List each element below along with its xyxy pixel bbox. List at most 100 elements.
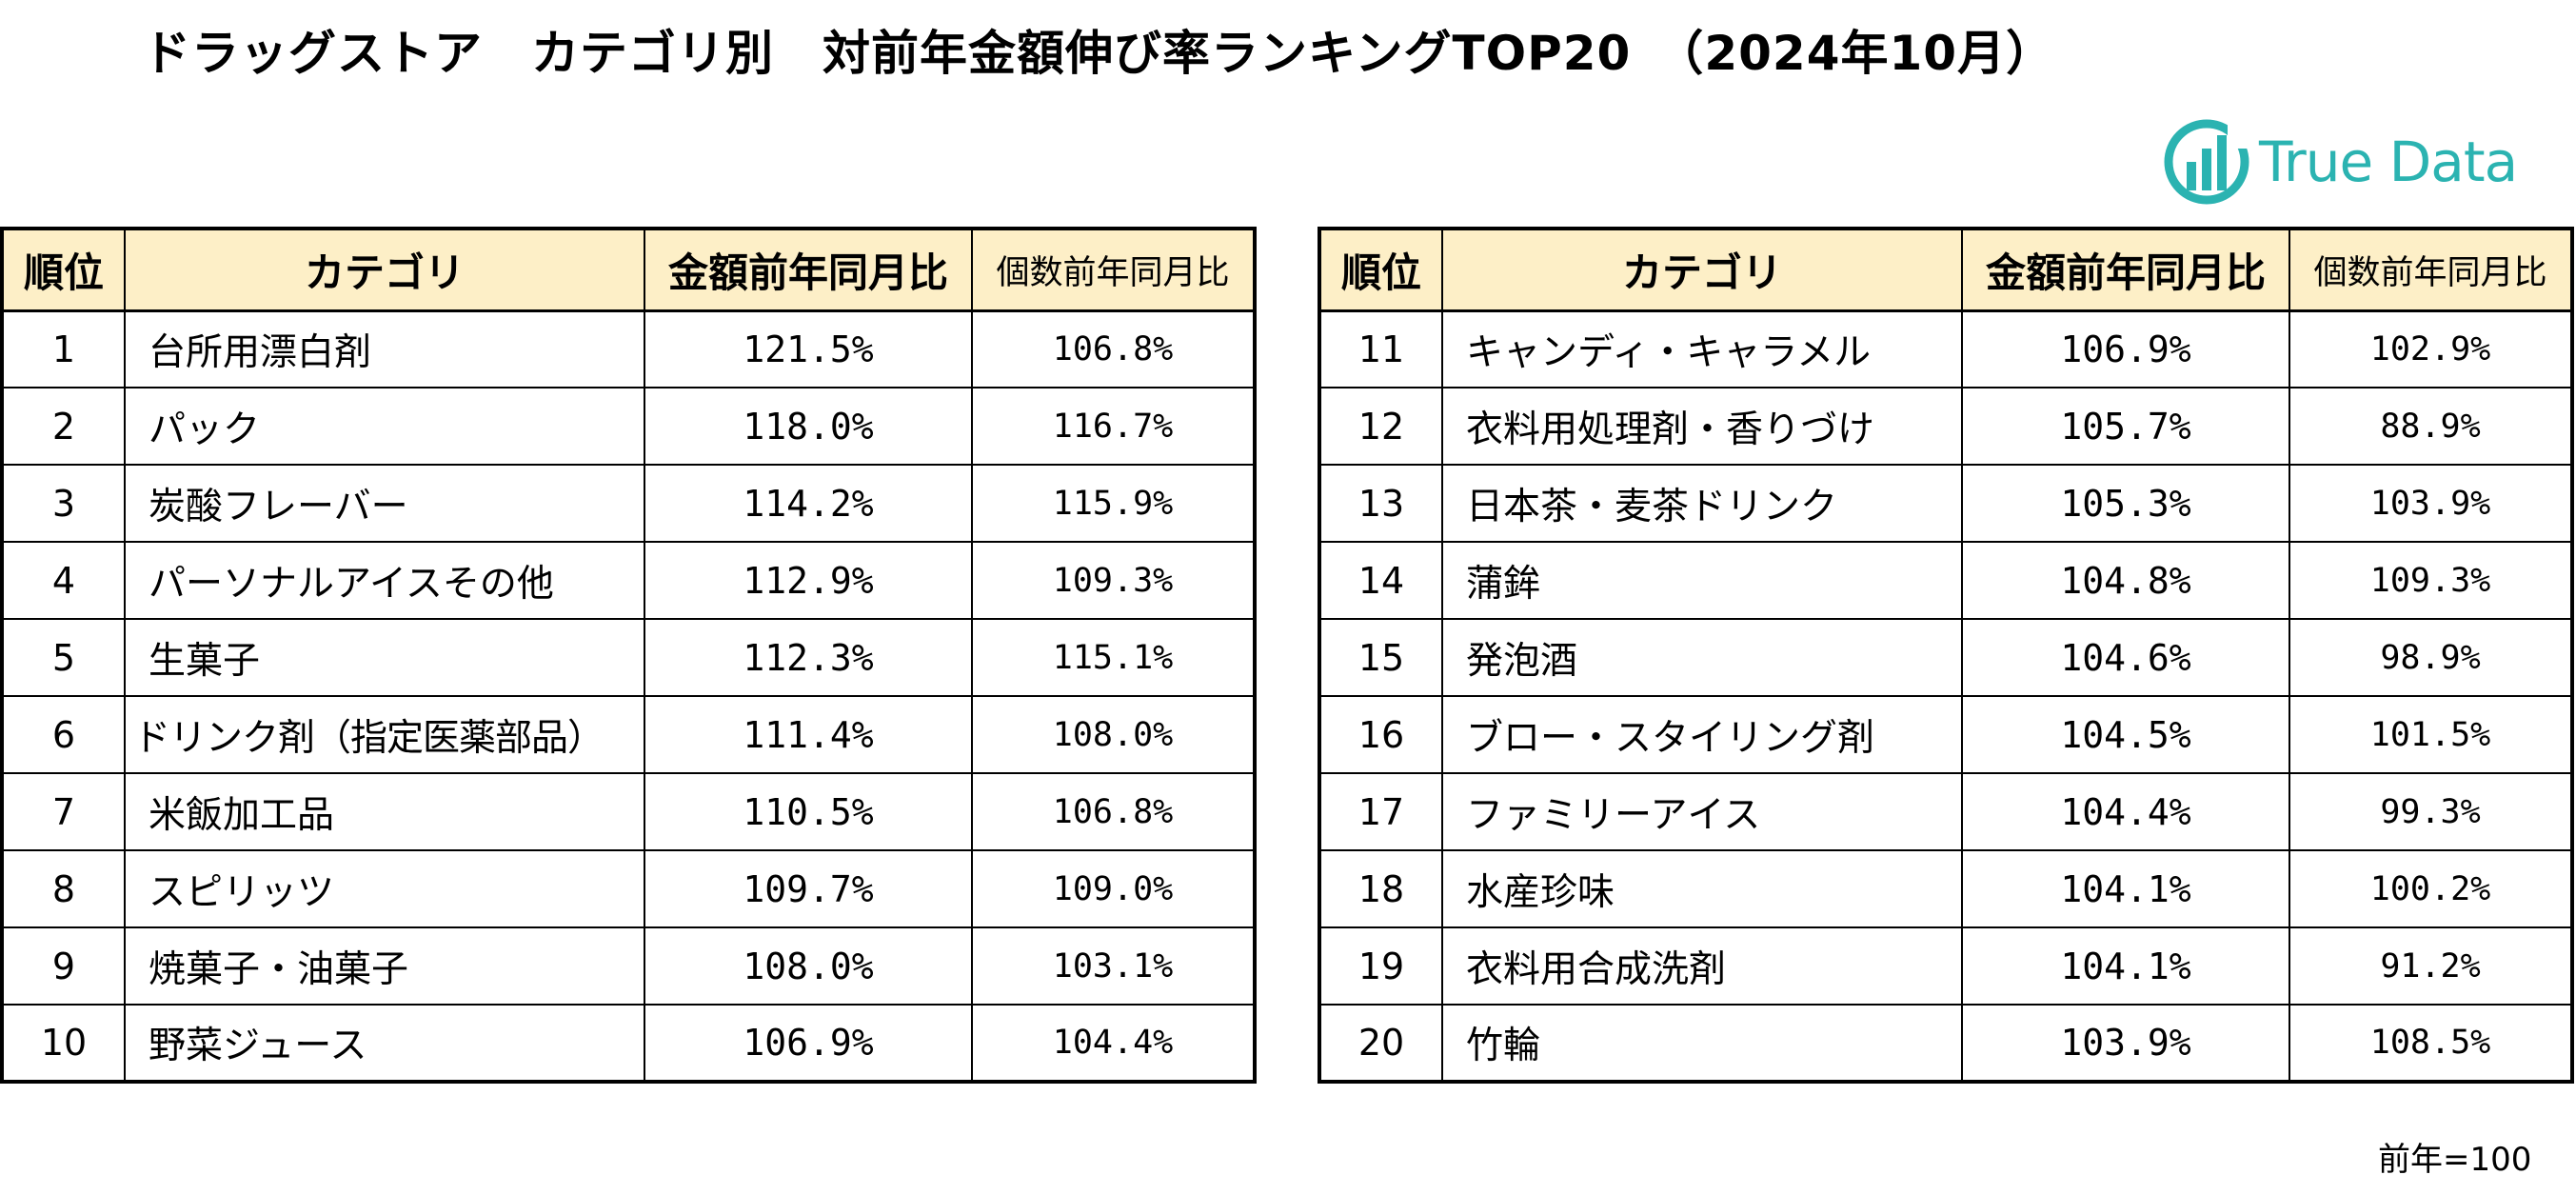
amount-yoy-cell: 112.9% (644, 541, 973, 620)
category-cell: 発泡酒 (1441, 618, 1963, 697)
table-row: 14 蒲鉾 104.8% 109.3% (1318, 541, 2573, 620)
table-row: 2 パック 118.0% 116.7% (1, 387, 1256, 466)
amount-yoy-cell: 106.9% (1961, 309, 2290, 388)
rank-cell: 18 (1318, 849, 1443, 928)
table-row: 10 野菜ジュース 106.9% 104.4% (1, 1004, 1256, 1083)
table-row: 5 生菓子 112.3% 115.1% (1, 618, 1256, 697)
truedata-logo: True Data (2161, 112, 2542, 211)
amount-yoy-cell: 110.5% (644, 772, 973, 851)
rank-cell: 12 (1318, 387, 1443, 466)
amount-yoy-cell: 106.9% (644, 1004, 973, 1083)
table-row: 19 衣料用合成洗剤 104.1% 91.2% (1318, 926, 2573, 1006)
amount-yoy-cell: 104.5% (1961, 695, 2290, 774)
count-yoy-cell: 108.0% (971, 695, 1256, 774)
table-row: 6 ドリンク剤（指定医薬部品） 111.4% 108.0% (1, 695, 1256, 774)
category-cell: 炭酸フレーバー (124, 464, 645, 543)
ranking-table-right: 順位 カテゴリ 金額前年同月比 個数前年同月比 11 キャンディ・キャラメル 1… (1318, 227, 2574, 1084)
count-yoy-cell: 103.1% (971, 926, 1256, 1006)
count-yoy-cell: 108.5% (2289, 1004, 2573, 1083)
count-yoy-cell: 103.9% (2289, 464, 2573, 543)
count-yoy-cell: 98.9% (2289, 618, 2573, 697)
table-row: 12 衣料用処理剤・香りづけ 105.7% 88.9% (1318, 387, 2573, 466)
count-yoy-cell: 115.1% (971, 618, 1256, 697)
category-cell: 日本茶・麦茶ドリンク (1441, 464, 1963, 543)
page-title: ドラッグストア カテゴリ別 対前年金額伸び率ランキングTOP20 （2024年1… (143, 26, 2055, 81)
table-row: 1 台所用漂白剤 121.5% 106.8% (1, 309, 1256, 388)
header-rank: 順位 (1318, 228, 1443, 312)
rank-cell: 6 (1, 695, 126, 774)
amount-yoy-cell: 104.1% (1961, 849, 2290, 928)
amount-yoy-cell: 121.5% (644, 309, 973, 388)
category-cell: 水産珍味 (1441, 849, 1963, 928)
rank-cell: 10 (1, 1004, 126, 1083)
table-header-row: 順位 カテゴリ 金額前年同月比 個数前年同月比 (1, 228, 1256, 312)
count-yoy-cell: 106.8% (971, 772, 1256, 851)
header-category: カテゴリ (1441, 228, 1963, 312)
table-row: 4 パーソナルアイスその他 112.9% 109.3% (1, 541, 1256, 620)
count-yoy-cell: 102.9% (2289, 309, 2573, 388)
rank-cell: 14 (1318, 541, 1443, 620)
amount-yoy-cell: 105.7% (1961, 387, 2290, 466)
count-yoy-cell: 88.9% (2289, 387, 2573, 466)
count-yoy-cell: 109.3% (2289, 541, 2573, 620)
category-cell: パック (124, 387, 645, 466)
category-cell: 衣料用合成洗剤 (1441, 926, 1963, 1006)
rank-cell: 15 (1318, 618, 1443, 697)
category-cell: 衣料用処理剤・香りづけ (1441, 387, 1963, 466)
amount-yoy-cell: 112.3% (644, 618, 973, 697)
category-cell: キャンディ・キャラメル (1441, 309, 1963, 388)
rank-cell: 16 (1318, 695, 1443, 774)
amount-yoy-cell: 104.4% (1961, 772, 2290, 851)
category-cell: 野菜ジュース (124, 1004, 645, 1083)
header-category: カテゴリ (124, 228, 645, 312)
amount-yoy-cell: 104.8% (1961, 541, 2290, 620)
rank-cell: 1 (1, 309, 126, 388)
amount-yoy-cell: 109.7% (644, 849, 973, 928)
category-cell: パーソナルアイスその他 (124, 541, 645, 620)
header-count-yoy: 個数前年同月比 (2289, 228, 2573, 312)
table-row: 11 キャンディ・キャラメル 106.9% 102.9% (1318, 309, 2573, 388)
ranking-table-left: 順位 カテゴリ 金額前年同月比 個数前年同月比 1 台所用漂白剤 121.5% … (0, 227, 1257, 1084)
baseline-note: 前年=100 (2378, 1141, 2532, 1179)
header-amount-yoy: 金額前年同月比 (644, 228, 973, 312)
count-yoy-cell: 109.0% (971, 849, 1256, 928)
amount-yoy-cell: 104.1% (1961, 926, 2290, 1006)
truedata-bar-chart-logo-icon (2164, 119, 2252, 205)
count-yoy-cell: 109.3% (971, 541, 1256, 620)
table-row: 7 米飯加工品 110.5% 106.8% (1, 772, 1256, 851)
category-cell: 焼菓子・油菓子 (124, 926, 645, 1006)
amount-yoy-cell: 111.4% (644, 695, 973, 774)
amount-yoy-cell: 103.9% (1961, 1004, 2290, 1083)
rank-cell: 7 (1, 772, 126, 851)
amount-yoy-cell: 118.0% (644, 387, 973, 466)
count-yoy-cell: 101.5% (2289, 695, 2573, 774)
header-amount-yoy: 金額前年同月比 (1961, 228, 2290, 312)
truedata-logo-text: True Data (2259, 129, 2518, 194)
count-yoy-cell: 99.3% (2289, 772, 2573, 851)
category-cell: 生菓子 (124, 618, 645, 697)
category-cell: ドリンク剤（指定医薬部品） (124, 695, 645, 774)
rank-cell: 13 (1318, 464, 1443, 543)
table-row: 9 焼菓子・油菓子 108.0% 103.1% (1, 926, 1256, 1006)
table-row: 17 ファミリーアイス 104.4% 99.3% (1318, 772, 2573, 851)
amount-yoy-cell: 114.2% (644, 464, 973, 543)
rank-cell: 3 (1, 464, 126, 543)
rank-cell: 8 (1, 849, 126, 928)
table-row: 8 スピリッツ 109.7% 109.0% (1, 849, 1256, 928)
table-row: 3 炭酸フレーバー 114.2% 115.9% (1, 464, 1256, 543)
rank-cell: 20 (1318, 1004, 1443, 1083)
header-count-yoy: 個数前年同月比 (971, 228, 1256, 312)
table-row: 15 発泡酒 104.6% 98.9% (1318, 618, 2573, 697)
amount-yoy-cell: 104.6% (1961, 618, 2290, 697)
category-cell: 竹輪 (1441, 1004, 1963, 1083)
rank-cell: 2 (1, 387, 126, 466)
amount-yoy-cell: 108.0% (644, 926, 973, 1006)
count-yoy-cell: 91.2% (2289, 926, 2573, 1006)
count-yoy-cell: 116.7% (971, 387, 1256, 466)
count-yoy-cell: 106.8% (971, 309, 1256, 388)
count-yoy-cell: 115.9% (971, 464, 1256, 543)
category-cell: 蒲鉾 (1441, 541, 1963, 620)
category-cell: ファミリーアイス (1441, 772, 1963, 851)
rank-cell: 19 (1318, 926, 1443, 1006)
amount-yoy-cell: 105.3% (1961, 464, 2290, 543)
